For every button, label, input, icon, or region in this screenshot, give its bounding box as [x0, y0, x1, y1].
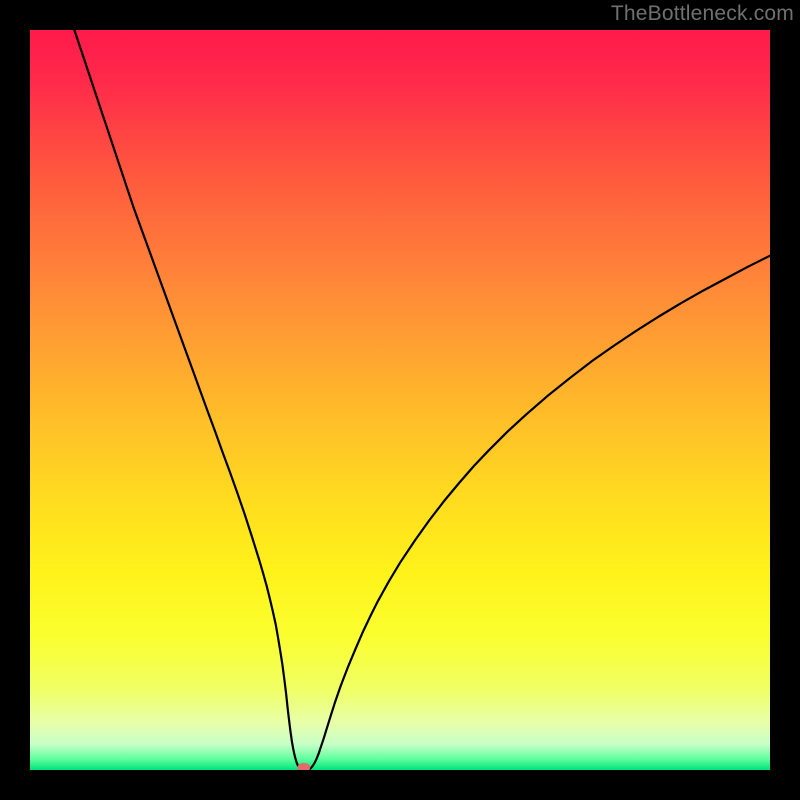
watermark-text: TheBottleneck.com — [611, 2, 794, 26]
chart-container: { "watermark": { "text": "TheBottleneck.… — [0, 0, 800, 800]
gradient-background — [30, 30, 770, 770]
optimal-point-marker — [297, 763, 310, 772]
bottleneck-chart — [0, 0, 800, 800]
